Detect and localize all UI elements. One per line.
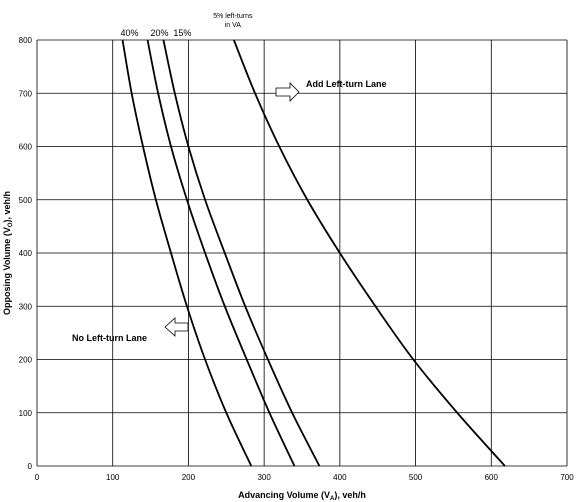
y-tick-label: 700 — [19, 89, 33, 98]
x-tick-label: 600 — [485, 473, 499, 482]
right-arrow-icon — [275, 82, 300, 102]
add-left-turn-lane-label: Add Left-turn Lane — [306, 79, 387, 89]
x-tick-label: 300 — [257, 473, 271, 482]
y-tick-label: 500 — [19, 196, 33, 205]
y-tick-label: 200 — [19, 356, 33, 365]
curve-label-5pct-line2: in VA — [225, 22, 242, 29]
y-tick-label: 800 — [19, 36, 33, 45]
x-tick-label: 0 — [35, 473, 40, 482]
curves — [121, 39, 506, 467]
curve-15pct — [162, 39, 321, 467]
x-tick-label: 100 — [106, 473, 120, 482]
no-left-turn-lane-label: No Left-turn Lane — [72, 333, 147, 343]
y-tick-label: 400 — [19, 249, 33, 258]
x-axis-title: Advancing Volume (VA), veh/h — [238, 490, 366, 502]
curve-20pct — [146, 39, 296, 467]
y-tick-label: 600 — [19, 143, 33, 152]
y-tick-label: 0 — [28, 462, 33, 471]
x-tick-label: 700 — [560, 473, 574, 482]
grid-lines — [36, 39, 568, 467]
curve-5pct — [233, 39, 506, 467]
x-tick-label: 400 — [333, 473, 347, 482]
curve-40pct — [121, 39, 253, 467]
x-tick-label: 500 — [409, 473, 423, 482]
curve-label-40pct: 40% — [121, 28, 139, 38]
curve-label-15pct: 15% — [173, 28, 191, 38]
curve-label-20pct: 20% — [151, 28, 169, 38]
curve-label-5pct-line1: 5% left-turns — [213, 13, 253, 20]
x-tick-labels: 0 100 200 300 400 500 600 700 — [35, 473, 574, 482]
y-tick-labels: 0 100 200 300 400 500 600 700 800 — [19, 36, 33, 471]
x-tick-label: 200 — [182, 473, 196, 482]
y-tick-label: 300 — [19, 302, 33, 311]
y-axis-title: Opposing Volume (VO), veh/h — [2, 191, 14, 315]
y-tick-label: 100 — [19, 409, 33, 418]
left-arrow-icon — [164, 317, 189, 337]
